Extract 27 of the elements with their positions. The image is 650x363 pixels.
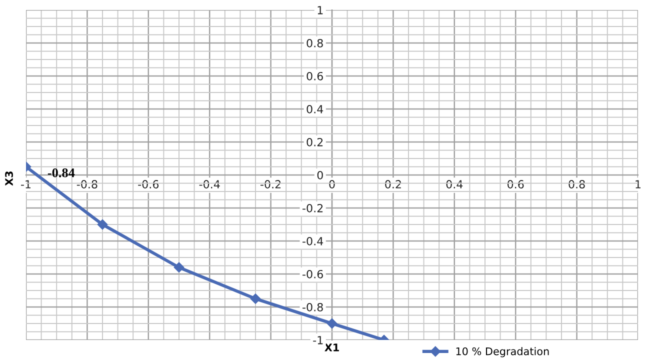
annotation: -0.84: [48, 168, 75, 178]
y-tick-label: 0.2: [306, 138, 323, 146]
x-tick-label: -0.8: [76, 180, 98, 188]
y-tick-label: 1: [318, 6, 323, 14]
point: [97, 219, 108, 230]
y-tick-label: -0.4: [302, 236, 324, 246]
x-tick-label: 0.2: [385, 180, 401, 188]
x-tick-label: -0.2: [260, 180, 281, 188]
y-axis-title: X3: [5, 171, 13, 186]
y-tick-label: 0.4: [306, 104, 324, 114]
y-tick-label: -0.6: [302, 270, 323, 278]
y-tick-label: 0: [317, 170, 323, 180]
y-tick-label: -1: [313, 336, 323, 344]
point: [174, 262, 184, 273]
y-tick-label: -0.8: [302, 302, 323, 312]
x-tick-label: -0.4: [199, 180, 220, 188]
x-tick-label: 0.8: [568, 180, 585, 188]
point: [326, 318, 338, 329]
x-tick-label: -1: [21, 180, 31, 188]
y-tick-label: 0.6: [306, 72, 323, 80]
x-tick-label: 1: [636, 180, 641, 188]
y-tick-label: -0.2: [302, 204, 323, 212]
x-axis-title: X1: [324, 344, 339, 352]
point: [250, 294, 261, 304]
x-tick-label: 0: [329, 180, 335, 188]
y-tick-label: 0.8: [306, 38, 323, 48]
legend-label: 10 % Degradation: [456, 347, 549, 358]
